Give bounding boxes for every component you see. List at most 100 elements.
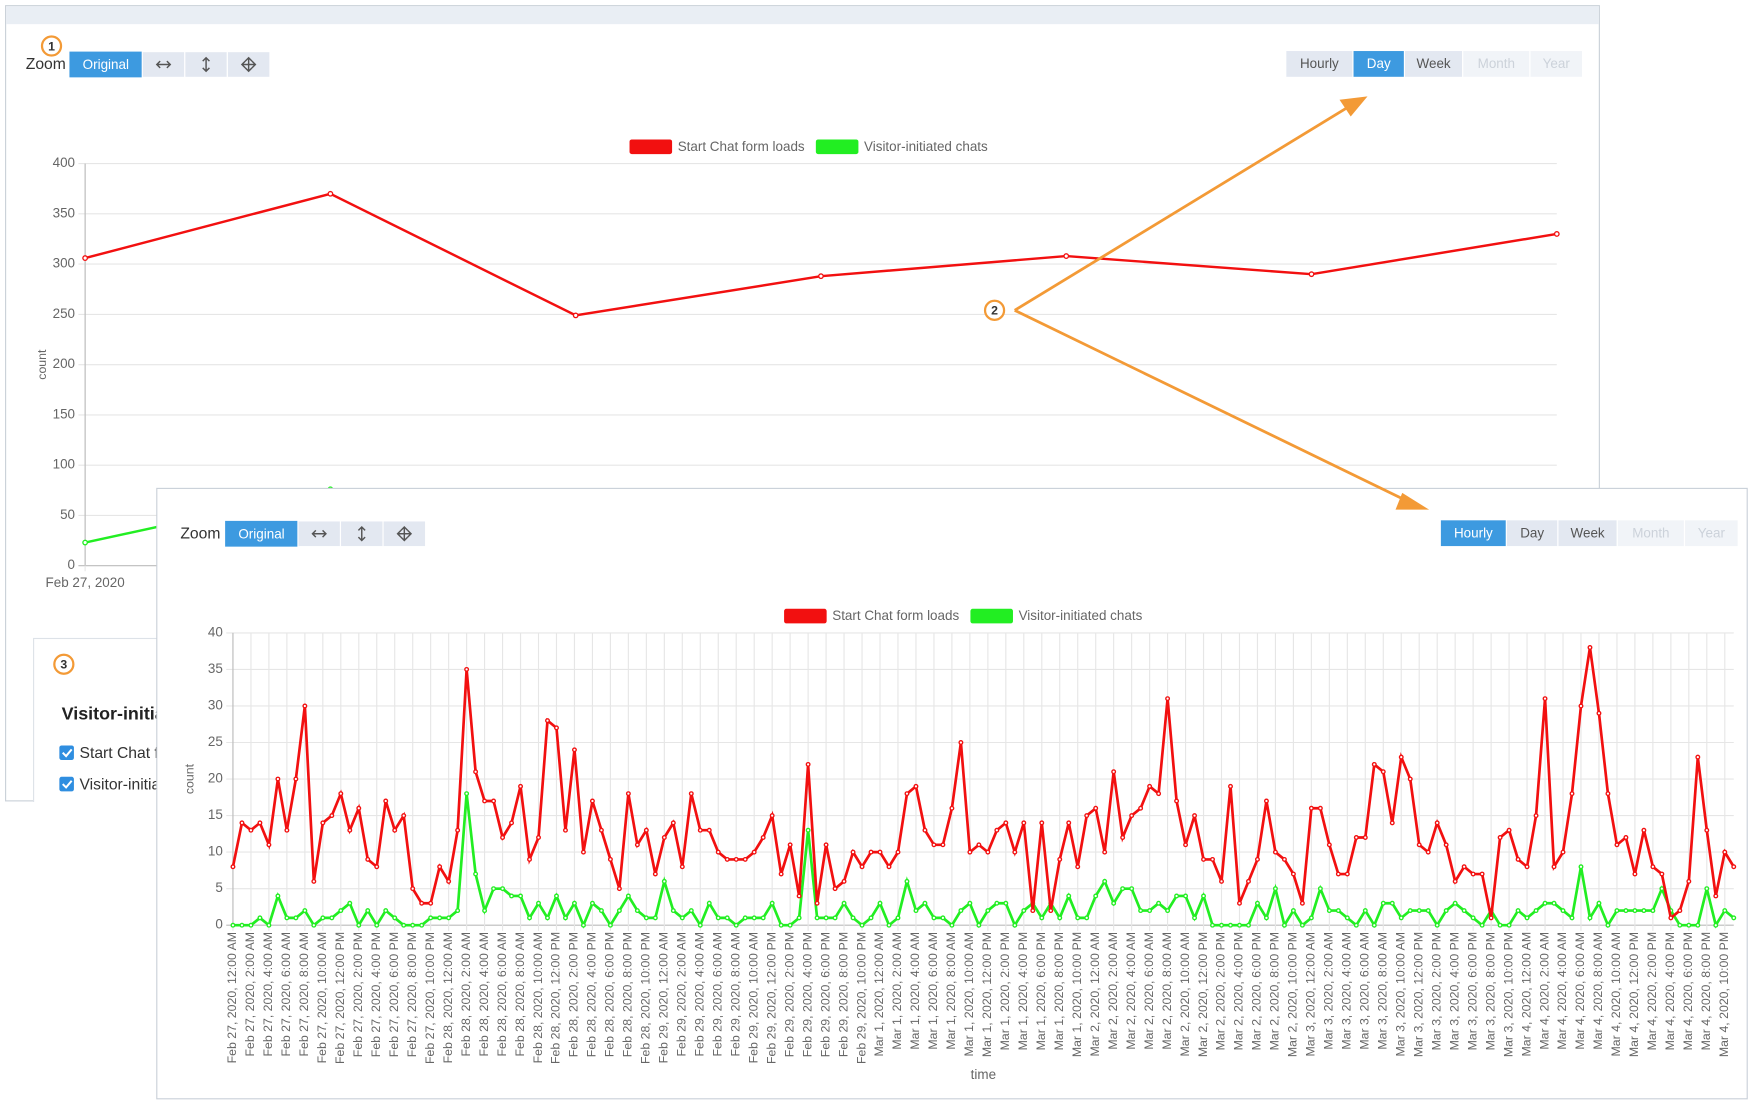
range-button-label: Day [1367, 56, 1391, 71]
data-point [832, 886, 838, 892]
data-point [1281, 856, 1287, 862]
legend-label[interactable]: Visitor-initiated chats [864, 139, 988, 154]
range-button-label: Week [1417, 56, 1451, 71]
range-button[interactable] [1505, 519, 1559, 548]
x-tick-label: Mar 2, 2020, 8:00 AM [1160, 932, 1174, 1050]
y-tick-label: 5 [215, 880, 222, 895]
x-tick-label: Feb 27, 2020, 12:00 PM [333, 932, 347, 1064]
zoom-label: Zoom [26, 56, 66, 73]
data-point [994, 827, 1000, 833]
data-point [1012, 849, 1018, 855]
data-point [1156, 791, 1162, 797]
data-point [437, 864, 443, 870]
x-tick-label: Feb 28, 2020, 4:00 PM [585, 932, 599, 1057]
checkmark [62, 780, 73, 789]
data-point [904, 878, 910, 884]
zoom-original-button[interactable] [69, 51, 143, 78]
range-button[interactable] [1403, 49, 1464, 78]
zoom-original-button[interactable] [225, 520, 298, 547]
legend-swatch[interactable] [784, 608, 827, 624]
data-point [1722, 908, 1728, 914]
x-tick-label: Feb 27, 2020, 8:00 PM [405, 932, 419, 1057]
data-point [1039, 820, 1045, 826]
icon [400, 526, 409, 542]
data-point [670, 908, 676, 914]
checkbox[interactable] [59, 745, 74, 760]
annotation-badge [983, 299, 1006, 321]
x-tick-label: Mar 1, 2020, 2:00 PM [998, 932, 1012, 1050]
x-tick-label: Feb 29, 2020, 10:00 PM [854, 932, 868, 1064]
zoom-original-label: Original [238, 526, 284, 541]
data-point [706, 900, 712, 906]
data-point [1542, 900, 1548, 906]
data-point [266, 922, 272, 928]
data-point [1120, 886, 1126, 892]
data-point [1551, 864, 1557, 870]
data-point [1210, 856, 1215, 862]
x-tick-label: Mar 4, 2020, 4:00 AM [1555, 932, 1569, 1050]
data-point [1578, 703, 1584, 709]
y-tick-label: 20 [208, 771, 223, 786]
legend-swatch[interactable] [815, 139, 859, 155]
data-point [1569, 915, 1575, 921]
legend-label[interactable]: Start Chat form loads [678, 139, 805, 154]
annotation-number: 3 [60, 658, 67, 672]
x-tick-label: Mar 1, 2020, 12:00 PM [980, 932, 994, 1057]
x-tick-label: Feb 28, 2020, 12:00 AM [441, 932, 455, 1063]
checkbox[interactable] [59, 776, 74, 792]
x-tick-label: Mar 4, 2020, 12:00 AM [1519, 932, 1533, 1057]
data-point [1380, 769, 1386, 775]
data-point [805, 827, 811, 833]
data-point [1596, 900, 1602, 906]
data-point [652, 871, 658, 877]
data-point [554, 893, 559, 899]
data-point [1129, 813, 1135, 819]
data-point [1263, 798, 1269, 804]
data-point [1003, 900, 1009, 906]
data-point [338, 791, 344, 797]
data-point [401, 813, 407, 819]
data-point [1371, 761, 1377, 767]
data-point [607, 856, 613, 862]
x-tick-label: Mar 1, 2020, 6:00 AM [926, 932, 940, 1050]
data-point [563, 915, 568, 921]
data-point [616, 886, 622, 892]
data-point [437, 915, 443, 921]
range-button-label: Week [1571, 525, 1605, 540]
data-point [940, 915, 946, 921]
x-tick-label: Feb 27, 2020, 2:00 PM [351, 932, 365, 1057]
data-point [401, 922, 407, 928]
data-point [733, 922, 739, 928]
data-point [1425, 849, 1431, 855]
data-point [374, 864, 380, 870]
data-point [1632, 908, 1638, 914]
legend-label[interactable]: Start Chat form loads [832, 608, 959, 623]
data-point [688, 791, 694, 797]
annotation-badge [53, 653, 75, 675]
data-point [818, 273, 824, 280]
range-button[interactable] [1285, 49, 1354, 78]
data-point [1102, 849, 1108, 855]
y-tick-label: 150 [53, 406, 75, 421]
data-point [1641, 827, 1647, 833]
data-point [1560, 908, 1566, 914]
data-point [1533, 908, 1539, 914]
data-point [1254, 900, 1260, 906]
data-point [284, 915, 290, 921]
data-point [365, 908, 371, 914]
data-point [1587, 915, 1593, 921]
data-point [230, 922, 236, 928]
data-point [598, 908, 604, 914]
data-point [1308, 805, 1314, 811]
legend-swatch[interactable] [629, 139, 673, 155]
data-point [787, 922, 793, 928]
data-point [1686, 922, 1692, 928]
data-point [1237, 900, 1242, 906]
range-button[interactable] [1439, 519, 1507, 548]
data-point [1228, 922, 1233, 928]
legend-swatch[interactable] [970, 608, 1013, 624]
data-point [419, 922, 425, 928]
data-point [1075, 864, 1081, 870]
y-axis-title: count [35, 349, 49, 380]
legend-label[interactable]: Visitor-initiated chats [1019, 608, 1143, 623]
